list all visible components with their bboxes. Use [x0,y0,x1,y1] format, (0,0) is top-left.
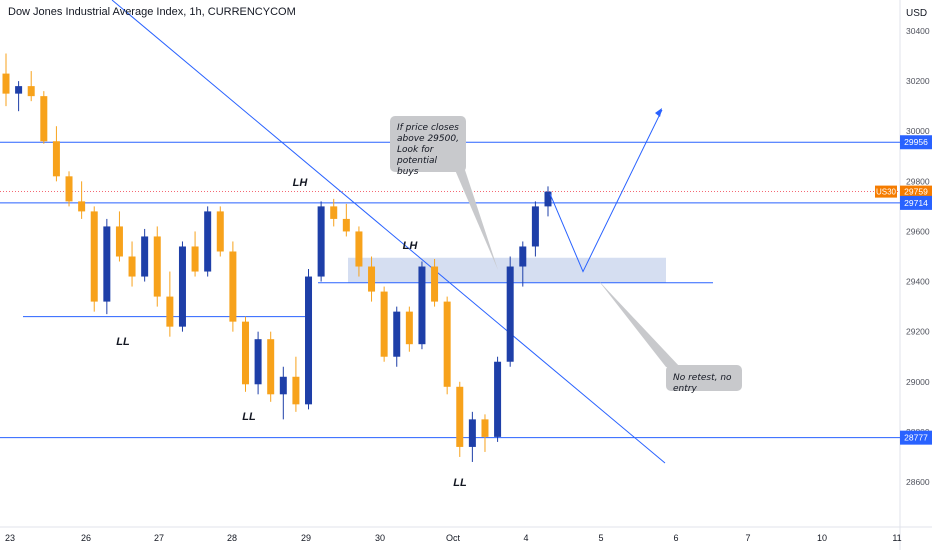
candle-body [52,141,60,177]
candle-body [380,291,388,357]
candle-body [15,86,23,94]
x-tick-label: 27 [154,533,164,543]
candle-body [342,218,350,232]
last-price-text: 29759 [904,187,928,197]
currency-label: USD [906,8,928,19]
swing-label: LL [453,477,467,489]
y-tick-label: 29200 [906,327,930,337]
level-price-text: 28777 [904,433,928,443]
candle-body [456,386,464,447]
y-tick-label: 30200 [906,76,930,86]
y-tick-label: 29600 [906,226,930,236]
candle-body [317,206,325,277]
chart-title: Dow Jones Industrial Average Index, 1h, … [8,6,296,18]
x-tick-label: 29 [301,533,311,543]
candle-body [355,231,363,267]
x-tick-label: 10 [817,533,827,543]
y-tick-label: 29000 [906,377,930,387]
projection-arrowhead [655,108,662,117]
candle-body [241,321,249,385]
candle-body [204,211,212,272]
candle-body [468,419,476,447]
level-price-tag [900,135,932,150]
candle-body [506,266,514,362]
candle-body [305,276,313,405]
candle-body [431,266,439,302]
candle-body [166,296,174,327]
y-tick-label: 30400 [906,26,930,36]
x-tick-label: 23 [5,533,15,543]
annotation-buy-line: Look for potential [397,145,438,166]
swing-label: LH [293,177,309,189]
candle-body [443,301,451,387]
y-tick-label: 30000 [906,126,930,136]
x-tick-label: 7 [745,533,750,543]
x-tick-label: 6 [673,533,678,543]
y-tick-label: 29800 [906,176,930,186]
candle-body [368,266,376,292]
candle-body [330,206,338,219]
level-price-tag [900,430,932,445]
annotation-buy-text: If price closes above 29500, Look for po… [397,123,465,178]
x-tick-label: 28 [227,533,237,543]
x-tick-label: 11 [892,533,901,543]
annotation-buy-line: If price closes [397,123,459,133]
candle-body [481,419,489,437]
candle-body [279,376,287,395]
candle-body [2,73,10,94]
candle-body [494,361,502,437]
candle-body [254,339,262,385]
x-tick-label: 4 [523,533,528,543]
annotation-buy-line: buys [397,167,419,177]
candle-body [65,176,73,202]
candle-body [90,211,98,302]
candle-body [178,246,186,327]
symbol-tag-text: US30 [876,188,897,197]
y-tick-label: 28600 [906,477,930,487]
descending-trendline [111,0,666,464]
candle-body [519,246,527,267]
candle-body [418,266,426,345]
candle-body [103,226,111,302]
candle-body [267,339,275,395]
candle-body [115,226,123,257]
y-tick-label: 29400 [906,277,930,287]
candle-body [405,311,413,345]
candle-body [229,251,237,322]
candle-body [544,191,552,207]
candle-body [292,376,300,405]
swing-label: LL [116,336,130,348]
candle-body [128,256,136,277]
candle-body [393,311,401,357]
level-price-text: 29956 [904,137,928,147]
level-price-tag [900,195,932,210]
x-tick-label: Oct [446,533,461,543]
x-tick-label: 26 [81,533,91,543]
annotation-no-entry-text: No retest, no entry [673,373,743,395]
candle-body [141,236,149,277]
candle-body [216,211,224,252]
swing-label: LH [403,240,419,252]
candle-body [191,246,199,272]
annotation-buy-pointer [455,170,498,270]
level-price-text: 29714 [904,198,928,208]
projection-path [549,109,663,273]
candle-body [40,96,48,142]
x-tick-label: 30 [375,533,385,543]
x-tick-label: 5 [598,533,603,543]
candle-body [78,201,86,212]
annotation-buy-line: above 29500, [397,134,459,144]
annotation-no-entry-line: No retest, no entry [673,373,732,394]
annotation-buy-box [390,116,466,172]
candle-body [153,236,161,297]
candle-body [27,86,35,97]
swing-label: LL [242,411,256,423]
annotation-no-entry-box [666,365,742,391]
symbol-tag [875,185,897,198]
candle-body [531,206,539,247]
annotation-no-entry-pointer [598,280,680,367]
